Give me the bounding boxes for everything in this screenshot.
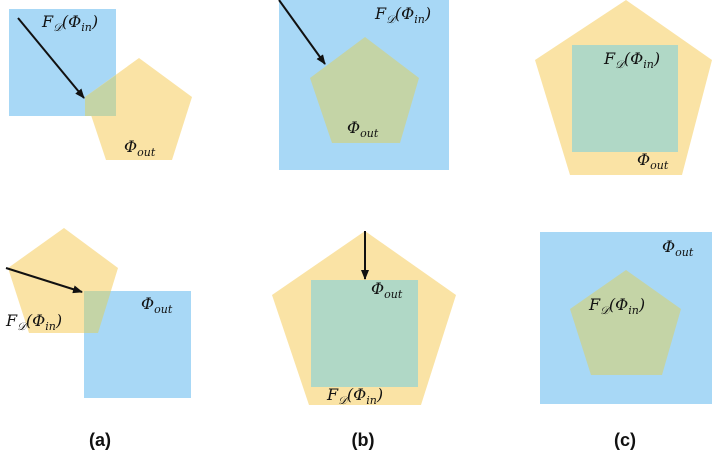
panel-c-bottom: Φout F𝒟(Φin) (540, 232, 712, 404)
arrow (17, 17, 85, 99)
overlap-region (84, 291, 111, 333)
label-f-d-phi-in: F𝒟(Φin) (374, 4, 431, 26)
label-phi-out: Φout (347, 118, 379, 140)
label-f-d-phi-in: F𝒟(Φin) (326, 385, 383, 407)
panel-a-bottom: F𝒟(Φin) Φout (5, 228, 191, 398)
panel-c-top: F𝒟(Φin) Φout (535, 0, 712, 175)
label-f-d-phi-in: F𝒟(Φin) (41, 12, 98, 34)
output-pentagon (310, 37, 419, 143)
caption-a: (a) (89, 430, 111, 450)
panel-b-bottom: Φout F𝒟(Φin) (272, 231, 456, 407)
label-phi-out: Φout (371, 279, 403, 301)
input-square (572, 45, 678, 152)
label-f-d-phi-in: F𝒟(Φin) (603, 49, 660, 71)
caption-b: (b) (352, 430, 375, 450)
panel-b-top: F𝒟(Φin) Φout (278, 0, 449, 170)
label-f-d-phi-in: F𝒟(Φin) (5, 311, 62, 333)
label-phi-out: Φout (124, 137, 156, 159)
arrow (278, 0, 326, 65)
input-pentagon (570, 270, 681, 375)
arrow (5, 267, 83, 294)
label-f-d-phi-in: F𝒟(Φin) (588, 295, 645, 317)
label-phi-out: Φout (662, 237, 694, 259)
label-phi-out: Φout (637, 150, 669, 172)
label-phi-out: Φout (141, 294, 173, 316)
overlap-region (85, 75, 116, 116)
caption-c: (c) (614, 430, 636, 450)
input-square (311, 280, 418, 387)
panel-a-top: F𝒟(Φin) Φout (9, 9, 192, 160)
